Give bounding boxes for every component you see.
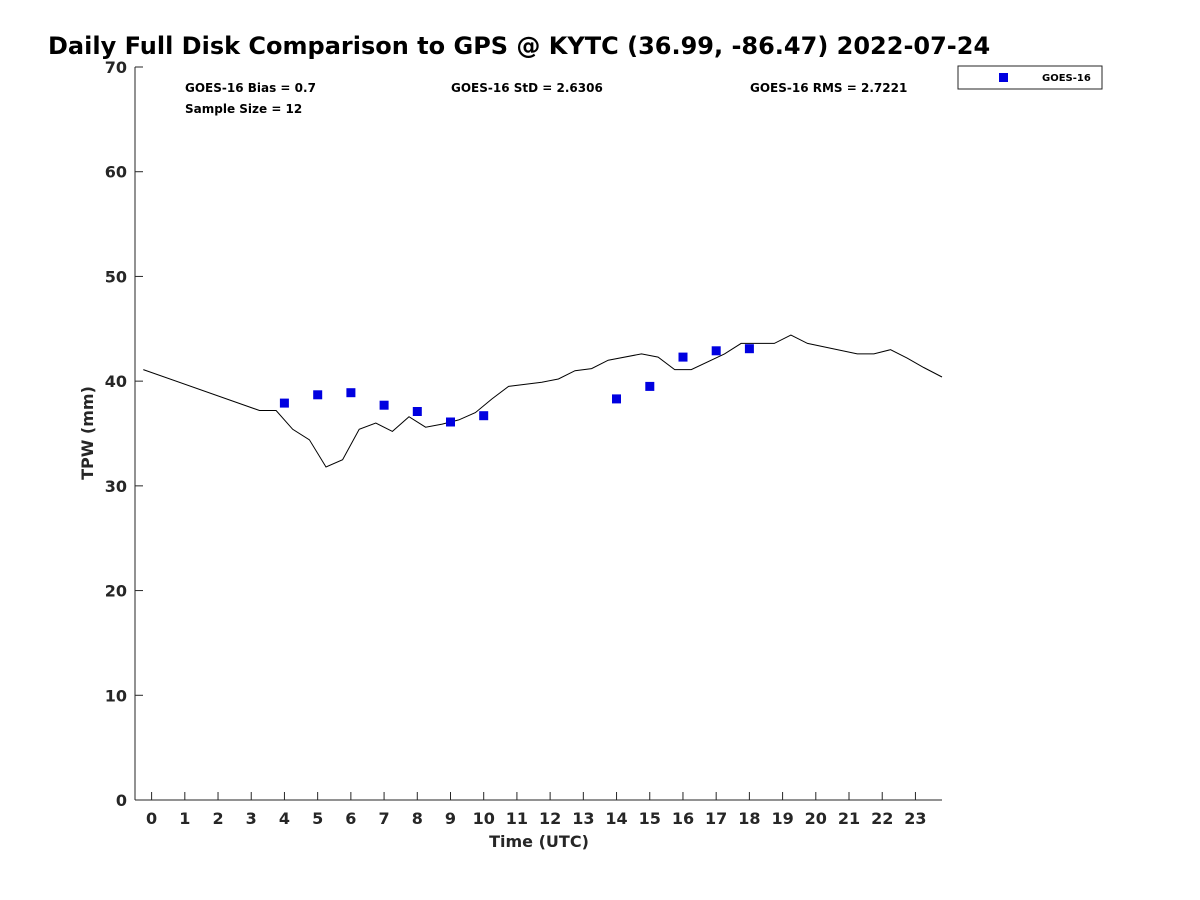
- x-tick-label-7: 7: [379, 809, 390, 828]
- y-tick-label-10: 10: [105, 686, 127, 705]
- x-axis-label: Time (UTC): [489, 832, 589, 851]
- x-tick-label-18: 18: [738, 809, 760, 828]
- x-tick-label-3: 3: [246, 809, 257, 828]
- goes-16-point-0: [279, 398, 289, 408]
- x-tick-label-6: 6: [345, 809, 356, 828]
- y-tick-label-70: 70: [105, 58, 127, 77]
- x-axis-ticks: 0 1 2 3 4 5 6 7 8 9 10 11 12 13 14 15 16 17 18 19 20 21 22 23: [146, 792, 927, 828]
- x-tick-label-11: 11: [506, 809, 528, 828]
- goes-16-point-1: [313, 390, 323, 400]
- x-tick-label-13: 13: [572, 809, 594, 828]
- goes-16-point-6: [479, 411, 489, 421]
- x-tick-label-8: 8: [412, 809, 423, 828]
- x-tick-label-20: 20: [805, 809, 827, 828]
- stat-bias: GOES-16 Bias = 0.7: [185, 81, 316, 95]
- x-tick-label-10: 10: [473, 809, 495, 828]
- gps-tpw-line: [143, 334, 943, 468]
- y-axis-ticks: 0 10 20 30 40 50 60 70: [105, 58, 143, 810]
- goes-16-point-9: [678, 352, 688, 362]
- goes-16-point-2: [346, 388, 356, 398]
- x-tick-label-22: 22: [871, 809, 893, 828]
- x-tick-label-17: 17: [705, 809, 727, 828]
- y-tick-label-40: 40: [105, 372, 127, 391]
- y-tick-label-60: 60: [105, 163, 127, 182]
- goes-16-point-7: [612, 394, 621, 404]
- x-tick-label-1: 1: [179, 809, 190, 828]
- y-tick-label-50: 50: [105, 267, 127, 286]
- legend: GOES-16: [957, 65, 1103, 90]
- series-layer: [143, 334, 943, 468]
- x-tick-label-2: 2: [212, 809, 223, 828]
- x-tick-label-12: 12: [539, 809, 561, 828]
- legend-marker-goes-16: [999, 73, 1008, 82]
- x-tick-label-15: 15: [639, 809, 661, 828]
- x-tick-label-4: 4: [279, 809, 290, 828]
- y-tick-label-0: 0: [116, 791, 127, 810]
- x-tick-label-23: 23: [904, 809, 926, 828]
- x-tick-label-16: 16: [672, 809, 694, 828]
- goes-16-point-8: [645, 381, 655, 391]
- x-tick-label-5: 5: [312, 809, 323, 828]
- y-tick-label-20: 20: [105, 582, 127, 601]
- x-tick-label-21: 21: [838, 809, 860, 828]
- goes-16-point-3: [379, 400, 389, 410]
- legend-box: [957, 65, 1103, 90]
- goes-16-point-4: [412, 407, 422, 416]
- y-tick-label-30: 30: [105, 477, 127, 496]
- legend-label-goes-16: GOES-16: [1042, 73, 1091, 84]
- x-tick-label-0: 0: [146, 809, 157, 828]
- goes-16-point-5: [446, 417, 455, 427]
- y-axis-label: TPW (mm): [78, 386, 97, 480]
- x-tick-label-9: 9: [445, 809, 456, 828]
- goes-16-point-11: [744, 344, 754, 354]
- stat-rms: GOES-16 RMS = 2.7221: [750, 81, 907, 95]
- x-tick-label-14: 14: [605, 809, 627, 828]
- x-tick-label-19: 19: [771, 809, 793, 828]
- stat-std: GOES-16 StD = 2.6306: [451, 81, 603, 95]
- chart-title: Daily Full Disk Comparison to GPS @ KYTC…: [48, 32, 990, 60]
- goes-16-point-10: [711, 346, 721, 356]
- stat-sample-size: Sample Size = 12: [185, 102, 302, 116]
